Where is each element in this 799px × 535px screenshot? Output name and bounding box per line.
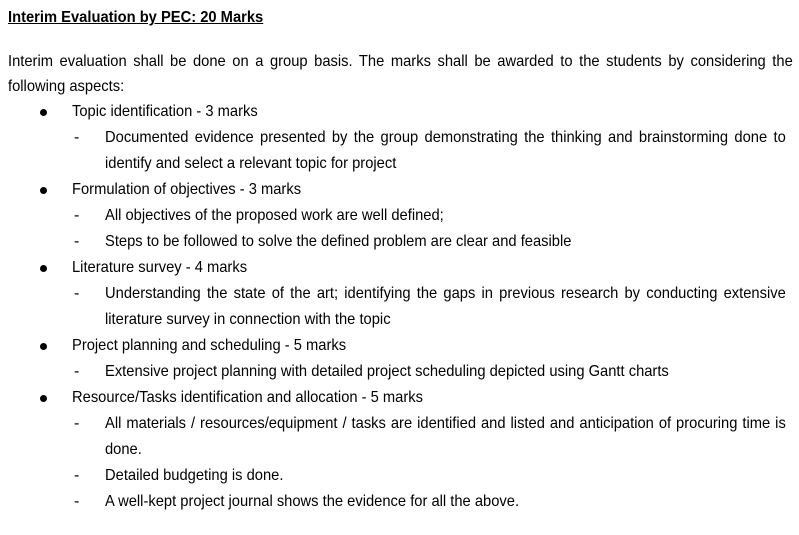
criterion-detail: - Detailed budgeting is done. bbox=[8, 463, 793, 489]
criterion-item: Topic identification - 3 marks - Documen… bbox=[8, 99, 793, 177]
criterion-detail-text: Documented evidence presented by the gro… bbox=[105, 129, 786, 172]
criterion-detail: - Understanding the state of the art; id… bbox=[8, 281, 793, 333]
criterion-detail-text: All materials / resources/equipment / ta… bbox=[105, 415, 786, 458]
bullet-icon bbox=[40, 187, 47, 194]
criterion-detail: - All objectives of the proposed work ar… bbox=[8, 203, 793, 229]
bullet-icon bbox=[40, 265, 47, 272]
criterion-label: Formulation of objectives - 3 marks bbox=[72, 181, 302, 198]
criterion-label: Resource/Tasks identification and alloca… bbox=[72, 389, 423, 406]
criterion-detail: - Documented evidence presented by the g… bbox=[8, 125, 793, 177]
bullet-icon bbox=[40, 395, 47, 402]
criterion-detail-text: Steps to be followed to solve the define… bbox=[105, 233, 572, 250]
criterion-label: Project planning and scheduling - 5 mark… bbox=[72, 337, 347, 354]
dash-marker: - bbox=[74, 467, 80, 484]
criterion-detail-text: Detailed budgeting is done. bbox=[105, 467, 284, 484]
bullet-icon bbox=[40, 109, 47, 116]
dash-marker: - bbox=[74, 415, 80, 432]
criterion-item: Resource/Tasks identification and alloca… bbox=[8, 385, 793, 515]
criterion-detail: - A well-kept project journal shows the … bbox=[8, 489, 793, 515]
criterion-detail-text: A well-kept project journal shows the ev… bbox=[105, 493, 520, 510]
dash-marker: - bbox=[74, 129, 80, 146]
criterion-item: Project planning and scheduling - 5 mark… bbox=[8, 333, 793, 385]
criterion-item: Literature survey - 4 marks - Understand… bbox=[8, 255, 793, 333]
section-heading: Interim Evaluation by PEC: 20 Marks bbox=[8, 9, 264, 26]
criterion-item: Formulation of objectives - 3 marks - Al… bbox=[8, 177, 793, 255]
criterion-detail: - Steps to be followed to solve the defi… bbox=[8, 229, 793, 255]
intro-paragraph: Interim evaluation shall be done on a gr… bbox=[8, 53, 793, 95]
dash-marker: - bbox=[74, 363, 80, 380]
criterion-detail-text: All objectives of the proposed work are … bbox=[105, 207, 444, 224]
criterion-detail-text: Understanding the state of the art; iden… bbox=[105, 285, 786, 328]
criterion-detail: - Extensive project planning with detail… bbox=[8, 359, 793, 385]
bullet-icon bbox=[40, 343, 47, 350]
criterion-detail-text: Extensive project planning with detailed… bbox=[105, 363, 669, 380]
dash-marker: - bbox=[74, 233, 80, 250]
dash-marker: - bbox=[74, 207, 80, 224]
dash-marker: - bbox=[74, 493, 80, 510]
criterion-detail: - All materials / resources/equipment / … bbox=[8, 411, 793, 463]
dash-marker: - bbox=[74, 285, 80, 302]
criterion-label: Topic identification - 3 marks bbox=[72, 103, 258, 120]
criterion-label: Literature survey - 4 marks bbox=[72, 259, 248, 276]
criteria-list: Topic identification - 3 marks - Documen… bbox=[8, 99, 793, 515]
